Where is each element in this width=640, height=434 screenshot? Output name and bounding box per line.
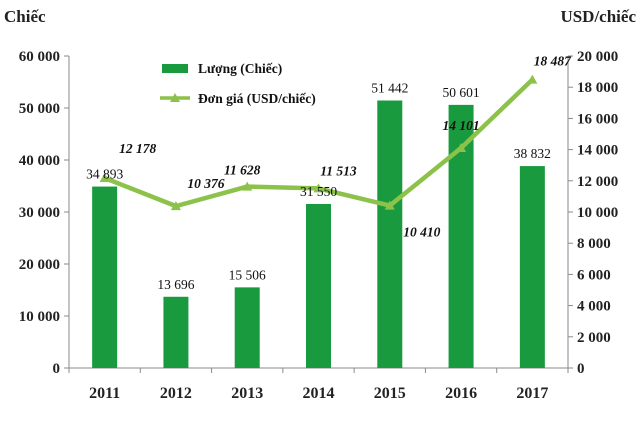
bar-value-label: 38 832 xyxy=(514,146,551,161)
bar-value-label: 15 506 xyxy=(229,267,266,282)
left-tick-label: 10 000 xyxy=(19,309,60,325)
bar-value-label: 13 696 xyxy=(157,277,194,292)
right-tick-label: 18 000 xyxy=(577,80,618,96)
x-tick-label: 2015 xyxy=(374,385,406,402)
bar-value-label: 34 893 xyxy=(86,167,123,182)
line-point xyxy=(170,201,181,211)
right-tick-label: 2 000 xyxy=(577,330,611,346)
legend: Lượng (Chiếc) Đơn giá (USD/chiếc) xyxy=(160,61,316,106)
line-value-label: 12 178 xyxy=(119,141,156,156)
bar-value-label: 50 601 xyxy=(443,85,480,100)
right-tick-label: 8 000 xyxy=(577,236,611,252)
bar xyxy=(519,166,545,368)
line-value-label: 11 513 xyxy=(320,163,357,178)
x-tick-label: 2012 xyxy=(160,385,192,402)
bar xyxy=(377,100,403,369)
line-point xyxy=(242,181,253,191)
bar xyxy=(163,296,189,368)
right-tick-label: 16 000 xyxy=(577,111,618,127)
line-point xyxy=(384,200,395,210)
axes: 0 10 000 20 000 30 000 40 000 50 000 60 000 0 2 … xyxy=(19,49,619,402)
bar-value-label: 31 550 xyxy=(300,184,337,199)
bar xyxy=(92,186,118,368)
left-tick-label: 40 000 xyxy=(19,153,60,169)
left-tick-label: 20 000 xyxy=(19,257,60,273)
right-tick-label: 14 000 xyxy=(577,143,618,159)
right-tick-label: 4 000 xyxy=(577,299,611,315)
line-series xyxy=(99,74,538,211)
x-tick-label: 2011 xyxy=(89,385,120,402)
bar-series xyxy=(92,100,545,369)
bar xyxy=(234,287,260,368)
line-point xyxy=(313,183,324,193)
left-tick-label: 30 000 xyxy=(19,205,60,221)
left-tick-label: 60 000 xyxy=(19,49,60,65)
line-value-label: 10 376 xyxy=(187,176,224,191)
bar-value-label: 51 442 xyxy=(371,81,408,96)
line-value-label: 11 628 xyxy=(224,163,261,178)
x-tick-label: 2013 xyxy=(231,385,263,402)
left-axis-unit: Chiếc xyxy=(4,7,46,26)
data-labels: 34 893 13 696 15 506 31 550 51 442 50 601 38 8… xyxy=(86,54,572,292)
legend-label-bar: Lượng (Chiếc) xyxy=(198,61,282,76)
line-value-label: 18 487 xyxy=(534,54,572,69)
right-tick-label: 12 000 xyxy=(577,174,618,190)
right-tick-label: 6 000 xyxy=(577,267,611,283)
x-tick-label: 2017 xyxy=(516,385,548,402)
line-value-label: 14 101 xyxy=(443,118,480,133)
bar xyxy=(306,203,331,368)
right-tick-label: 0 xyxy=(577,361,585,377)
line-value-label: 10 410 xyxy=(403,225,440,240)
x-tick-label: 2014 xyxy=(303,385,335,402)
legend-swatch-bar xyxy=(162,64,188,73)
right-axis-unit: USD/chiếc xyxy=(560,7,636,26)
right-tick-label: 20 000 xyxy=(577,49,618,65)
right-tick-label: 10 000 xyxy=(577,205,618,221)
x-tick-label: 2016 xyxy=(445,385,477,402)
line-point xyxy=(527,74,538,84)
left-tick-label: 50 000 xyxy=(19,101,60,117)
left-tick-label: 0 xyxy=(53,361,61,377)
legend-label-line: Đơn giá (USD/chiếc) xyxy=(198,91,316,106)
legend-marker xyxy=(170,93,180,102)
line-point xyxy=(456,143,467,153)
line-point xyxy=(99,173,110,183)
